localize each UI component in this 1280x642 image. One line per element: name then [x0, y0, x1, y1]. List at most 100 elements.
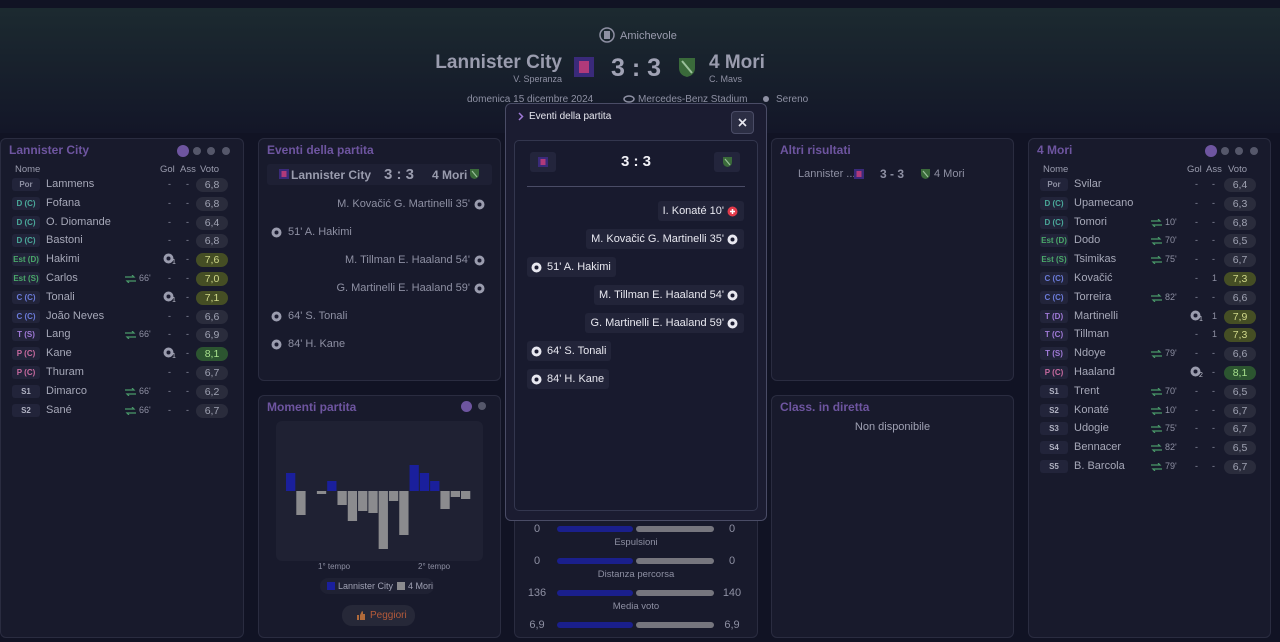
goals: -	[1195, 235, 1198, 246]
sub-minute: 70'	[1165, 235, 1177, 246]
goals: -	[168, 310, 171, 321]
position-badge: P (C)	[12, 347, 40, 361]
assists: -	[186, 179, 189, 189]
player-name: Kovačić	[1074, 272, 1113, 284]
sub-minute: 66'	[139, 329, 151, 340]
legend-swatch	[397, 582, 405, 590]
position-badge: C (C)	[1040, 290, 1068, 304]
momentum-bar	[296, 491, 306, 515]
own-goal-icon	[727, 206, 738, 217]
position-badge: S2	[12, 403, 40, 417]
stat-bar-home	[557, 558, 633, 564]
assists: -	[186, 291, 189, 302]
sub-icon	[1151, 444, 1162, 453]
rating: 6,7	[1224, 422, 1256, 437]
goals: -	[168, 404, 171, 415]
stat-bar-away	[636, 590, 714, 596]
goals: -	[168, 367, 171, 377]
page-dot	[461, 401, 472, 412]
player-name: Hakimi	[46, 253, 80, 266]
event: 51' A. Hakimi	[288, 226, 352, 238]
player-name: Udogie	[1074, 422, 1109, 435]
page-dot	[1250, 147, 1258, 155]
player-name: Lammens	[46, 178, 95, 190]
event: G. Martinelli E. Haaland 59'	[336, 282, 470, 294]
home-badge	[854, 169, 864, 179]
player-name: Martinelli	[1074, 309, 1119, 322]
panel-title: Momenti partita	[267, 400, 357, 414]
assists: -	[1212, 235, 1215, 246]
assists: -	[186, 348, 189, 359]
column-header: Ass	[1206, 164, 1222, 175]
rating: 6,5	[1224, 441, 1256, 456]
sub-minute: 79'	[1165, 348, 1177, 359]
column-header: Nome	[1043, 164, 1069, 175]
event: M. Tillman E. Haaland 54'	[345, 254, 470, 266]
page-dot	[1221, 147, 1229, 155]
sub-minute: 75'	[1165, 254, 1177, 265]
momentum-bar	[327, 481, 337, 491]
momentum-bar	[388, 491, 399, 501]
stat-bar-home	[557, 526, 633, 532]
competition: Amichevole	[620, 30, 677, 42]
sub-minute: 82'	[1165, 442, 1177, 453]
assists: -	[186, 197, 189, 208]
goals: -	[1195, 291, 1198, 302]
sub-icon	[1151, 425, 1162, 434]
half-label: 1° tempo	[318, 562, 351, 571]
goals: -	[1195, 197, 1198, 208]
assists: -	[1212, 291, 1215, 302]
live-table-panel	[771, 395, 1014, 638]
away-badge	[921, 169, 930, 179]
player-name: Upamecano	[1074, 196, 1134, 209]
momentum-bar	[316, 491, 327, 494]
page-dot	[207, 147, 215, 155]
assists: 1	[1212, 329, 1218, 340]
rating: 6,7	[196, 366, 228, 380]
rating: 7,3	[1224, 328, 1256, 343]
position-badge: S1	[1040, 384, 1068, 398]
column-header: Nome	[15, 164, 41, 175]
sub-minute: 66'	[139, 385, 151, 396]
sub-icon	[125, 331, 136, 340]
assists: -	[1212, 216, 1215, 227]
home-badge	[279, 169, 289, 179]
position-badge: T (C)	[1040, 328, 1068, 342]
modal-title: Eventi della partita	[529, 111, 612, 122]
momentum-bar	[409, 465, 419, 491]
worst-button[interactable]	[342, 605, 415, 626]
rating: 7,6	[196, 253, 228, 268]
weather-icon	[763, 96, 769, 102]
sub-icon	[125, 275, 136, 283]
goals: -	[1195, 254, 1198, 265]
rating: 8,1	[1224, 366, 1256, 380]
player-name: Tillman	[1074, 328, 1110, 341]
competition-icon	[599, 27, 615, 43]
page-dot	[478, 402, 486, 410]
stadium: Mercedes-Benz Stadium	[638, 94, 748, 105]
momentum-bar	[450, 491, 460, 497]
momentum-bar	[368, 491, 378, 513]
away-badge	[679, 58, 695, 77]
position-badge: C (C)	[12, 309, 40, 323]
player-name: Tomori	[1074, 215, 1108, 228]
chevron-icon	[518, 112, 524, 121]
player-name: Lang	[46, 328, 71, 341]
panel-title: 4 Mori	[1037, 143, 1073, 157]
stat-home: 0	[533, 523, 541, 535]
event: 84' H. Kane	[288, 338, 346, 350]
position-badge: S4	[1040, 441, 1068, 455]
goal-icon	[163, 253, 174, 264]
rating: 7,3	[1224, 272, 1256, 286]
player-name: O. Diomande	[46, 215, 111, 228]
half-label: 2° tempo	[418, 562, 451, 571]
page-dot	[1235, 147, 1243, 155]
momentum-bar	[419, 473, 430, 491]
position-badge: D (C)	[1040, 215, 1068, 229]
position-badge: D (C)	[12, 234, 40, 248]
goal-icon	[1190, 310, 1201, 321]
sub-icon	[1151, 350, 1162, 359]
column-header: Gol	[160, 164, 175, 175]
rating: 7,1	[196, 290, 228, 305]
goal-icon	[474, 199, 485, 210]
